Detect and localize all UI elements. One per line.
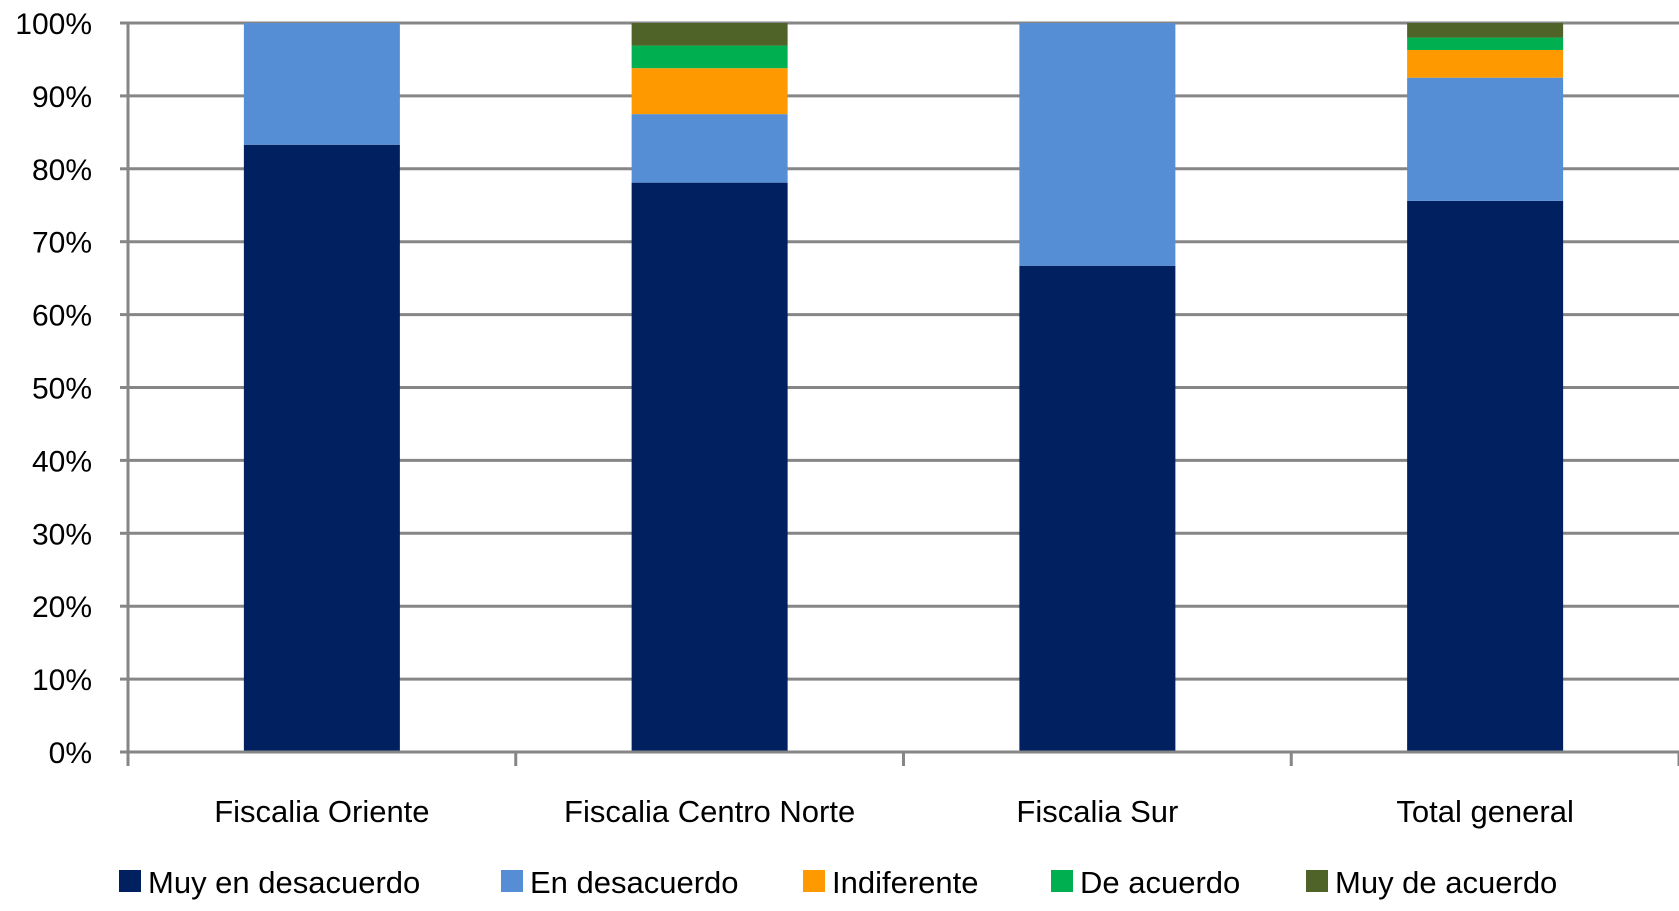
legend-label: En desacuerdo <box>530 865 739 900</box>
y-tick-label: 100% <box>15 8 92 41</box>
bar-segment <box>631 114 788 183</box>
bar-segment <box>631 68 788 115</box>
legend: Muy en desacuerdo En desacuerdo Indiferent… <box>119 865 1557 900</box>
y-tick-label: 30% <box>32 518 92 551</box>
bar-segment <box>631 45 788 69</box>
bar-segment <box>1407 37 1564 50</box>
bar-segment <box>1407 77 1564 201</box>
bar-segment <box>1019 23 1176 266</box>
bars <box>243 23 1564 753</box>
y-axis: 0% 10% 20% 30% 40% 50% 60% 70% 80% 90% 100% <box>15 8 130 770</box>
bar-segment <box>243 144 400 753</box>
bar-segment <box>631 23 788 46</box>
bar-segment <box>1407 49 1564 78</box>
bar-segment <box>1407 23 1564 38</box>
legend-label: Muy de acuerdo <box>1335 865 1557 900</box>
legend-swatch <box>803 870 825 892</box>
y-tick-label: 0% <box>49 737 92 770</box>
y-tick-label: 50% <box>32 373 92 406</box>
y-tick-label: 10% <box>32 664 92 697</box>
y-tick-label: 60% <box>32 300 92 333</box>
legend-swatch <box>501 870 523 892</box>
bar-segment <box>1407 200 1564 753</box>
x-axis: Fiscalia Oriente Fiscalia Centro Norte Fis… <box>126 750 1679 829</box>
y-tick-label: 90% <box>32 81 92 114</box>
legend-swatch <box>119 870 141 892</box>
legend-label: De acuerdo <box>1080 865 1240 900</box>
legend-label: Indiferente <box>832 865 979 900</box>
legend-swatch <box>1306 870 1328 892</box>
y-tick-label: 20% <box>32 591 92 624</box>
bar-segment <box>243 23 400 145</box>
legend-swatch <box>1051 870 1073 892</box>
x-category-label: Fiscalia Centro Norte <box>564 794 855 829</box>
y-tick-label: 40% <box>32 445 92 478</box>
y-tick-label: 70% <box>32 227 92 260</box>
bar-segment <box>1019 265 1176 752</box>
x-category-label: Fiscalia Oriente <box>214 794 429 829</box>
bar-segment <box>631 182 788 752</box>
x-category-label: Total general <box>1396 794 1574 829</box>
x-category-label: Fiscalia Sur <box>1016 794 1178 829</box>
y-tick-label: 80% <box>32 154 92 187</box>
legend-label: Muy en desacuerdo <box>148 865 420 900</box>
